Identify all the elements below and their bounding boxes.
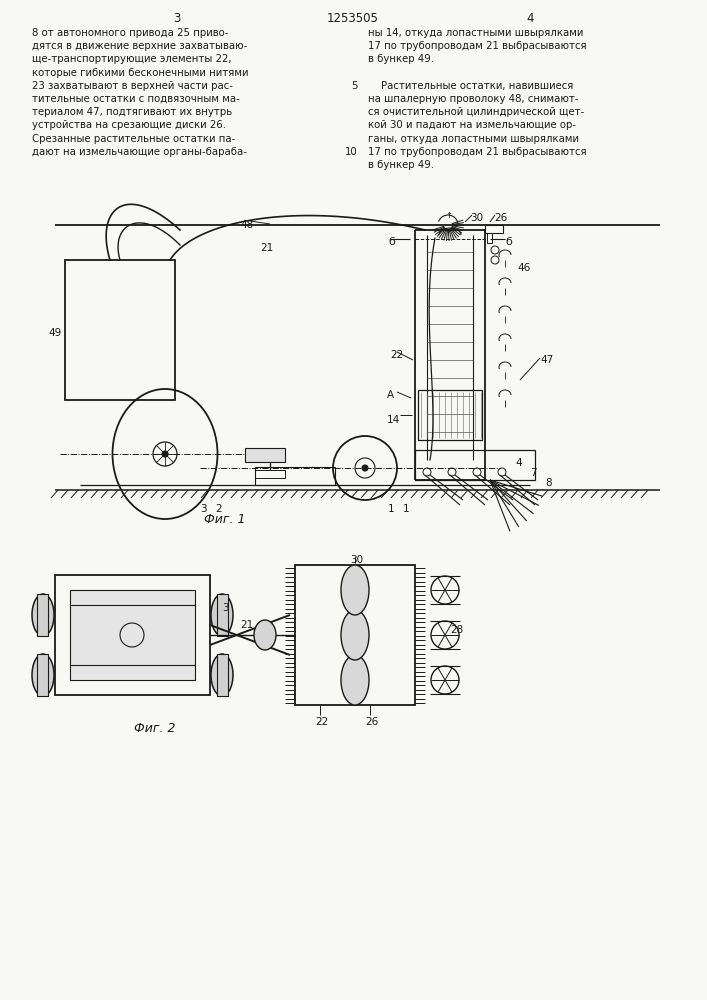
Text: 17 по трубопроводам 21 выбрасываются: 17 по трубопроводам 21 выбрасываются bbox=[368, 41, 587, 51]
Text: 21: 21 bbox=[240, 620, 253, 630]
Bar bbox=[70, 590, 195, 680]
Text: 8: 8 bbox=[545, 478, 551, 488]
Text: 23 захватывают в верхней части рас-: 23 захватывают в верхней части рас- bbox=[32, 81, 233, 91]
Text: ны 14, откуда лопастными швырялками: ны 14, откуда лопастными швырялками bbox=[368, 28, 583, 38]
Text: 7: 7 bbox=[530, 468, 537, 478]
Text: 17 по трубопроводам 21 выбрасываются: 17 по трубопроводам 21 выбрасываются bbox=[368, 147, 587, 157]
Ellipse shape bbox=[341, 610, 369, 660]
Text: Фиг. 2: Фиг. 2 bbox=[134, 722, 176, 735]
Bar bbox=[245, 448, 285, 462]
Ellipse shape bbox=[32, 594, 54, 636]
Bar bbox=[295, 565, 415, 705]
Ellipse shape bbox=[341, 655, 369, 705]
Text: ще-транспортирующие элементы 22,: ще-транспортирующие элементы 22, bbox=[32, 54, 231, 64]
Text: 26: 26 bbox=[365, 717, 378, 727]
Ellipse shape bbox=[32, 654, 54, 696]
Text: 1253505: 1253505 bbox=[327, 12, 379, 25]
Text: ся очистительной цилиндрической щет-: ся очистительной цилиндрической щет- bbox=[368, 107, 584, 117]
Text: 10: 10 bbox=[345, 147, 358, 157]
Ellipse shape bbox=[341, 565, 369, 615]
Text: 46: 46 bbox=[517, 263, 530, 273]
Circle shape bbox=[162, 451, 168, 457]
Bar bbox=[65, 260, 175, 400]
Circle shape bbox=[362, 465, 368, 471]
Bar bbox=[37, 594, 48, 636]
Text: 5: 5 bbox=[351, 81, 358, 91]
Text: 4: 4 bbox=[526, 12, 534, 25]
Text: 28: 28 bbox=[450, 625, 463, 635]
Bar bbox=[255, 467, 335, 485]
Text: 4: 4 bbox=[515, 458, 522, 468]
Text: которые гибкими бесконечными нитями: которые гибкими бесконечными нитями bbox=[32, 68, 248, 78]
Text: ↑: ↑ bbox=[445, 211, 452, 220]
Text: Растительные остатки, навившиеся: Растительные остатки, навившиеся bbox=[368, 81, 573, 91]
Ellipse shape bbox=[211, 594, 233, 636]
Text: 30: 30 bbox=[470, 213, 483, 223]
Text: 30: 30 bbox=[350, 555, 363, 565]
Bar bbox=[418, 390, 482, 440]
Text: кой 30 и падают на измельчающие ор-: кой 30 и падают на измельчающие ор- bbox=[368, 120, 576, 130]
Bar bbox=[217, 594, 228, 636]
Text: тительные остатки с подвязочным ма-: тительные остатки с подвязочным ма- bbox=[32, 94, 240, 104]
Text: 26: 26 bbox=[494, 213, 507, 223]
Text: 1: 1 bbox=[388, 504, 395, 514]
Bar bbox=[415, 450, 535, 480]
Text: дятся в движение верхние захватываю-: дятся в движение верхние захватываю- bbox=[32, 41, 247, 51]
Text: 14: 14 bbox=[387, 415, 400, 425]
Text: 22: 22 bbox=[390, 350, 403, 360]
Text: б: б bbox=[505, 237, 512, 247]
Text: в бункер 49.: в бункер 49. bbox=[368, 54, 434, 64]
Text: устройства на срезающие диски 26.: устройства на срезающие диски 26. bbox=[32, 120, 226, 130]
Text: в бункер 49.: в бункер 49. bbox=[368, 160, 434, 170]
Text: териалом 47, подтягивают их внутрь: териалом 47, подтягивают их внутрь bbox=[32, 107, 232, 117]
Text: ганы, откуда лопастными швырялками: ганы, откуда лопастными швырялками bbox=[368, 134, 579, 144]
Bar bbox=[55, 575, 210, 695]
Text: 1: 1 bbox=[403, 504, 409, 514]
Text: Срезанные растительные остатки па-: Срезанные растительные остатки па- bbox=[32, 134, 235, 144]
Text: 49: 49 bbox=[48, 328, 62, 338]
Text: 48: 48 bbox=[240, 220, 253, 230]
Bar bbox=[37, 654, 48, 696]
Text: 47: 47 bbox=[540, 355, 554, 365]
Ellipse shape bbox=[254, 620, 276, 650]
Text: б: б bbox=[388, 237, 395, 247]
Text: A: A bbox=[387, 390, 394, 400]
Text: 22: 22 bbox=[315, 717, 328, 727]
Text: 3: 3 bbox=[200, 504, 206, 514]
Bar bbox=[255, 470, 285, 478]
Text: Фиг. 1: Фиг. 1 bbox=[204, 513, 246, 526]
Text: 2: 2 bbox=[215, 504, 221, 514]
Text: 3: 3 bbox=[173, 12, 181, 25]
Text: на шпалерную проволоку 48, снимают-: на шпалерную проволоку 48, снимают- bbox=[368, 94, 578, 104]
Text: 8 от автономного привода 25 приво-: 8 от автономного привода 25 приво- bbox=[32, 28, 228, 38]
Bar bbox=[217, 654, 228, 696]
Bar bbox=[485, 225, 503, 233]
Ellipse shape bbox=[211, 654, 233, 696]
Bar bbox=[487, 233, 492, 243]
Text: 3: 3 bbox=[222, 603, 228, 613]
Text: 21: 21 bbox=[260, 243, 273, 253]
Text: дают на измельчающие органы-бараба-: дают на измельчающие органы-бараба- bbox=[32, 147, 247, 157]
